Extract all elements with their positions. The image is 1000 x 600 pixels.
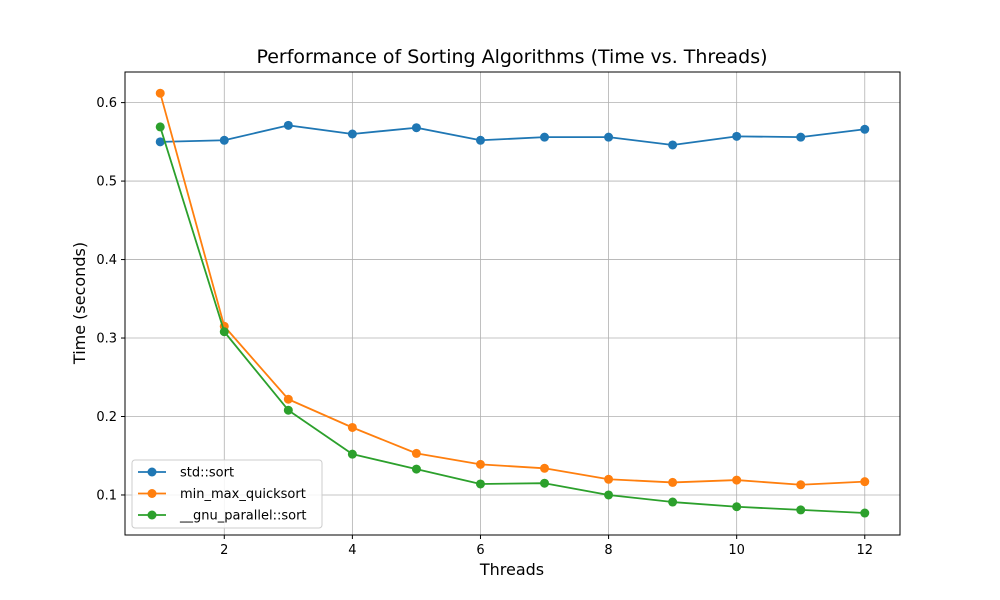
legend-marker <box>147 489 157 498</box>
ticks: 2 4 6 8 10 12 0.1 0.2 0.3 0.4 0.5 0.6 <box>96 96 873 558</box>
data-point <box>283 405 293 415</box>
data-point <box>732 502 742 512</box>
data-point <box>732 131 742 141</box>
x-axis-label: Threads <box>479 560 544 579</box>
data-point <box>732 475 742 485</box>
data-point <box>796 132 806 142</box>
data-point <box>668 140 678 150</box>
data-point <box>860 508 870 518</box>
data-point <box>540 132 550 142</box>
data-point <box>283 120 293 130</box>
data-point <box>796 505 806 515</box>
x-tick-label: 8 <box>604 543 612 558</box>
data-point <box>668 497 678 507</box>
data-point <box>411 464 421 474</box>
data-point <box>283 394 293 404</box>
legend-item: std::sort <box>138 466 234 481</box>
legend-marker <box>147 510 157 520</box>
x-tick-label: 6 <box>476 543 484 558</box>
y-tick-label: 0.6 <box>96 96 117 111</box>
series-line <box>160 124 865 146</box>
data-point <box>604 474 614 484</box>
data-point <box>155 122 165 132</box>
data-point <box>347 449 357 459</box>
data-point <box>411 448 421 458</box>
legend-label: min_max_quicksort <box>180 487 306 502</box>
data-point <box>475 459 485 469</box>
grid <box>125 72 900 535</box>
series-line <box>159 126 865 514</box>
y-tick-label: 0.4 <box>96 253 117 268</box>
chart-title: Performance of Sorting Algorithms (Time … <box>256 46 767 68</box>
x-tick-label: 12 <box>856 543 873 558</box>
data-point <box>796 480 806 490</box>
x-tick-label: 4 <box>348 543 356 558</box>
data-point <box>219 135 229 145</box>
x-tick-label: 10 <box>728 543 745 558</box>
y-tick-label: 0.2 <box>96 410 117 425</box>
data-point <box>540 478 550 488</box>
data-point <box>668 477 678 487</box>
y-tick-label: 0.3 <box>96 332 117 347</box>
legend-marker <box>147 467 157 477</box>
legend-label: __gnu_parallel::sort <box>179 509 307 524</box>
data-point <box>860 124 870 134</box>
legend-item: __gnu_parallel::sort <box>138 509 307 524</box>
data-point <box>540 463 550 473</box>
data-point <box>347 129 357 139</box>
series-0 <box>155 120 870 150</box>
legend-label: std::sort <box>180 466 234 481</box>
data-point <box>475 135 485 145</box>
data-point <box>604 490 614 500</box>
x-tick-label: 2 <box>220 543 228 558</box>
data-point <box>475 479 485 489</box>
series-2 <box>155 122 870 518</box>
y-tick-label: 0.1 <box>96 488 117 503</box>
data-point <box>155 137 165 147</box>
plot-frame <box>124 71 901 536</box>
data-point <box>411 123 421 133</box>
series-line <box>159 92 865 486</box>
y-tick-label: 0.5 <box>96 175 117 190</box>
data-point <box>219 327 229 337</box>
data-point <box>604 132 614 142</box>
y-axis-label: Time (seconds) <box>70 242 89 365</box>
series-1 <box>155 88 870 490</box>
legend-box <box>131 459 323 529</box>
data-point <box>860 477 870 487</box>
data-point <box>155 88 165 98</box>
data-point <box>347 422 357 432</box>
legend-item: min_max_quicksort <box>138 487 306 502</box>
legend: std::sortmin_max_quicksort__gnu_parallel… <box>131 459 323 529</box>
series-layer <box>155 88 870 518</box>
